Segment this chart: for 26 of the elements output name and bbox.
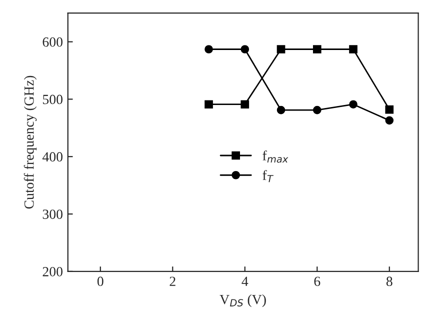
y-tick-label: 400 xyxy=(42,152,62,162)
y-tick-label: 600 xyxy=(42,37,62,47)
point xyxy=(204,45,213,54)
point xyxy=(385,105,394,114)
legend-label: f$_{T}$ xyxy=(262,170,274,182)
point xyxy=(240,45,250,54)
point xyxy=(240,100,250,109)
x-tick-label: 2 xyxy=(170,276,176,286)
y-axis-title: Cutoff frequency (GHz) xyxy=(24,76,37,209)
point xyxy=(312,45,322,54)
x-tick-label: 8 xyxy=(386,276,392,286)
point xyxy=(276,45,286,54)
point xyxy=(349,100,358,109)
point xyxy=(276,106,286,114)
x-tick-label: 0 xyxy=(97,276,104,286)
point xyxy=(349,45,358,54)
legend-label: f$_{max}$ xyxy=(262,150,288,163)
point xyxy=(204,100,213,109)
point xyxy=(312,106,322,114)
y-tick-label: 500 xyxy=(43,94,62,104)
x-tick-label: 4 xyxy=(242,276,248,286)
y-tick-label: 300 xyxy=(42,210,62,219)
x-axis-title: V$_{DS}$ (V) xyxy=(220,294,266,308)
point xyxy=(385,116,394,125)
x-tick-label: 6 xyxy=(314,276,320,286)
y-tick-label: 200 xyxy=(42,266,62,276)
